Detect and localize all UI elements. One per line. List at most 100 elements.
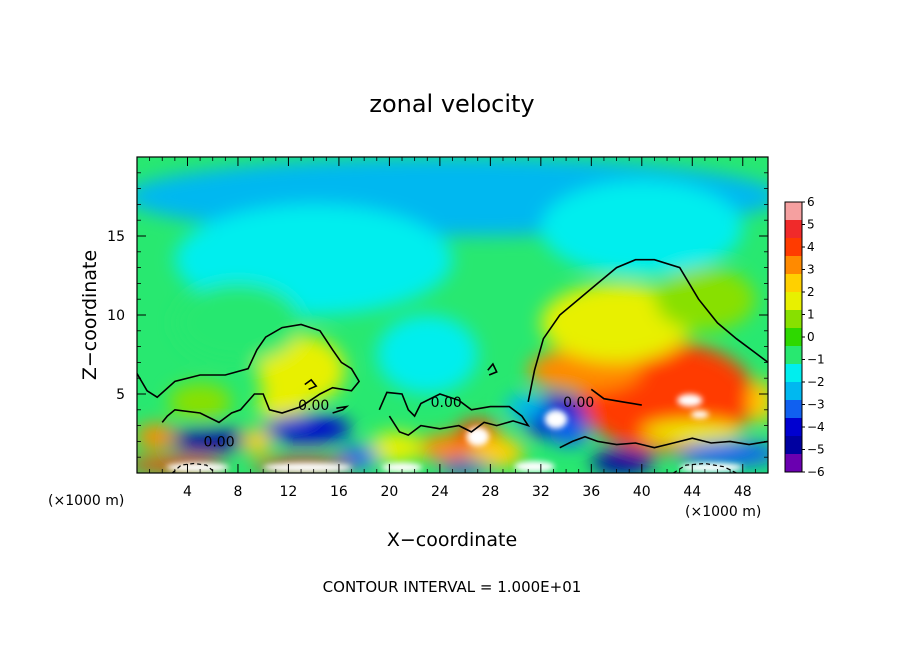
field-blob-26: [591, 449, 655, 473]
field-blob-4: [256, 335, 346, 406]
colorbar-cell-5: [785, 292, 802, 311]
x-tick-label-0: 4: [183, 484, 192, 500]
contour-label-0: 0.00: [203, 434, 234, 450]
y-axis-label: Z−coordinate: [79, 250, 101, 380]
x-tick-label-1: 8: [233, 484, 242, 500]
contour-interval-label: CONTOUR INTERVAL = 1.000E+01: [323, 578, 582, 596]
colorbar-cell-14: [785, 454, 802, 473]
x-tick-label-4: 20: [380, 484, 398, 500]
zero-contour-6: [304, 378, 318, 391]
field-blob-15: [263, 414, 352, 443]
saturated-region-7: [679, 462, 743, 473]
field-blob-10: [540, 283, 693, 363]
colorbar-cell-6: [785, 310, 802, 329]
colorbar-label-6: 0: [807, 330, 815, 344]
colorbar-label-2: 4: [807, 240, 815, 254]
saturated-region-4: [166, 462, 230, 473]
field-blob-3: [376, 315, 478, 394]
field-blob-6: [256, 389, 308, 421]
y-tick-label-2: 15: [107, 229, 125, 245]
saturated-region-8: [381, 462, 423, 473]
zero-contour-0: [137, 323, 361, 424]
colorbar-cell-7: [785, 328, 802, 347]
x-tick-label-5: 24: [431, 484, 449, 500]
colorbar-label-7: −1: [807, 353, 825, 367]
colorbar-label-4: 2: [807, 285, 815, 299]
chart-title: zonal velocity: [369, 90, 534, 118]
field-blob-31: [174, 283, 302, 363]
colorbar-cell-12: [785, 418, 802, 437]
colorbar-cell-0: [785, 202, 802, 221]
field-blob-28: [641, 420, 743, 443]
colorbar-cell-9: [785, 364, 802, 383]
field-blob-27: [679, 441, 768, 467]
colorbar-label-0: 6: [807, 195, 815, 209]
colorbar-label-10: −4: [807, 420, 825, 434]
saturated-region-0: [466, 427, 490, 447]
colorbar-cell-4: [785, 274, 802, 293]
zero-contour-2: [527, 258, 768, 403]
saturated-region-5: [263, 462, 352, 473]
x-axis-ticks: 4 8 12 16 20 24 28 32 36 40 44 48: [149, 157, 756, 500]
y-tick-label-1: 10: [107, 308, 125, 324]
x-tick-label-7: 32: [532, 484, 550, 500]
zero-contour-1: [378, 391, 531, 437]
colorbar-label-11: −5: [807, 443, 825, 457]
contour-labels: 0.00 0.00 0.00 0.00: [203, 395, 594, 451]
field-blob-30: [654, 267, 756, 331]
zero-contour-3: [590, 388, 642, 406]
x-tick-label-8: 36: [582, 484, 600, 500]
negative-contour-1: [673, 462, 737, 473]
contour-label-2: 0.00: [431, 395, 462, 411]
field-blob-2: [540, 180, 743, 276]
x-axis-label: X−coordinate: [387, 529, 517, 551]
field-blob-5: [168, 382, 232, 421]
contour-label-1: 0.00: [298, 398, 329, 414]
saturated-region-1: [544, 409, 568, 429]
field-blob-22: [241, 428, 273, 455]
saturated-region-3: [691, 410, 709, 419]
contour-lines: [137, 258, 768, 473]
y-axis-ticks: 5 10 15: [107, 172, 768, 458]
colorbar-cell-2: [785, 238, 802, 257]
colorbar-label-9: −3: [807, 398, 825, 412]
colorbar-label-12: −6: [807, 465, 825, 479]
x-unit-label: (×1000 m): [685, 504, 761, 520]
colorbar-cell-11: [785, 400, 802, 419]
zero-contour-4: [487, 362, 498, 376]
field-blob-29: [749, 379, 768, 425]
contour-label-3: 0.00: [563, 395, 594, 411]
y-tick-label-0: 5: [116, 387, 125, 403]
zero-contour-7: [559, 435, 768, 449]
saturated-region-6: [514, 461, 555, 473]
z-unit-label: (×1000 m): [48, 493, 124, 509]
colorbar-cell-13: [785, 436, 802, 455]
colorbar-cell-8: [785, 346, 802, 365]
colorbar: 6 5 4 3 2 1 0 −1 −2 −3 −4 −5 −6: [784, 195, 825, 479]
colorbar-cells: [785, 202, 802, 473]
field-blob-13: [505, 394, 546, 420]
field-blob-21: [137, 424, 177, 450]
colorbar-cell-10: [785, 382, 802, 401]
x-tick-label-6: 28: [481, 484, 499, 500]
colorbar-label-8: −2: [807, 375, 825, 389]
colorbar-cell-3: [785, 256, 802, 275]
x-tick-label-11: 48: [734, 484, 752, 500]
plot-area: 0.000.00 0.00 0.00 4 8 12 16 20 24 28 32 36 40 44 48 …: [107, 156, 769, 500]
colorbar-label-3: 3: [807, 263, 815, 277]
x-tick-label-2: 12: [280, 484, 298, 500]
colorbar-label-5: 1: [807, 308, 815, 322]
x-tick-label-9: 40: [633, 484, 651, 500]
zero-contour-5: [332, 405, 350, 414]
saturated-regions: [166, 394, 743, 473]
x-tick-label-10: 44: [683, 484, 701, 500]
field-blob-14: [164, 427, 256, 452]
colorbar-label-1: 5: [807, 218, 815, 232]
negative-contour-0: [171, 462, 216, 473]
field-blob-19: [367, 431, 424, 464]
colorbar-cell-1: [785, 220, 802, 239]
colorbar-labels: 6 5 4 3 2 1 0 −1 −2 −3 −4 −5 −6: [802, 195, 825, 479]
saturated-region-2: [677, 394, 703, 407]
x-tick-label-3: 16: [330, 484, 348, 500]
